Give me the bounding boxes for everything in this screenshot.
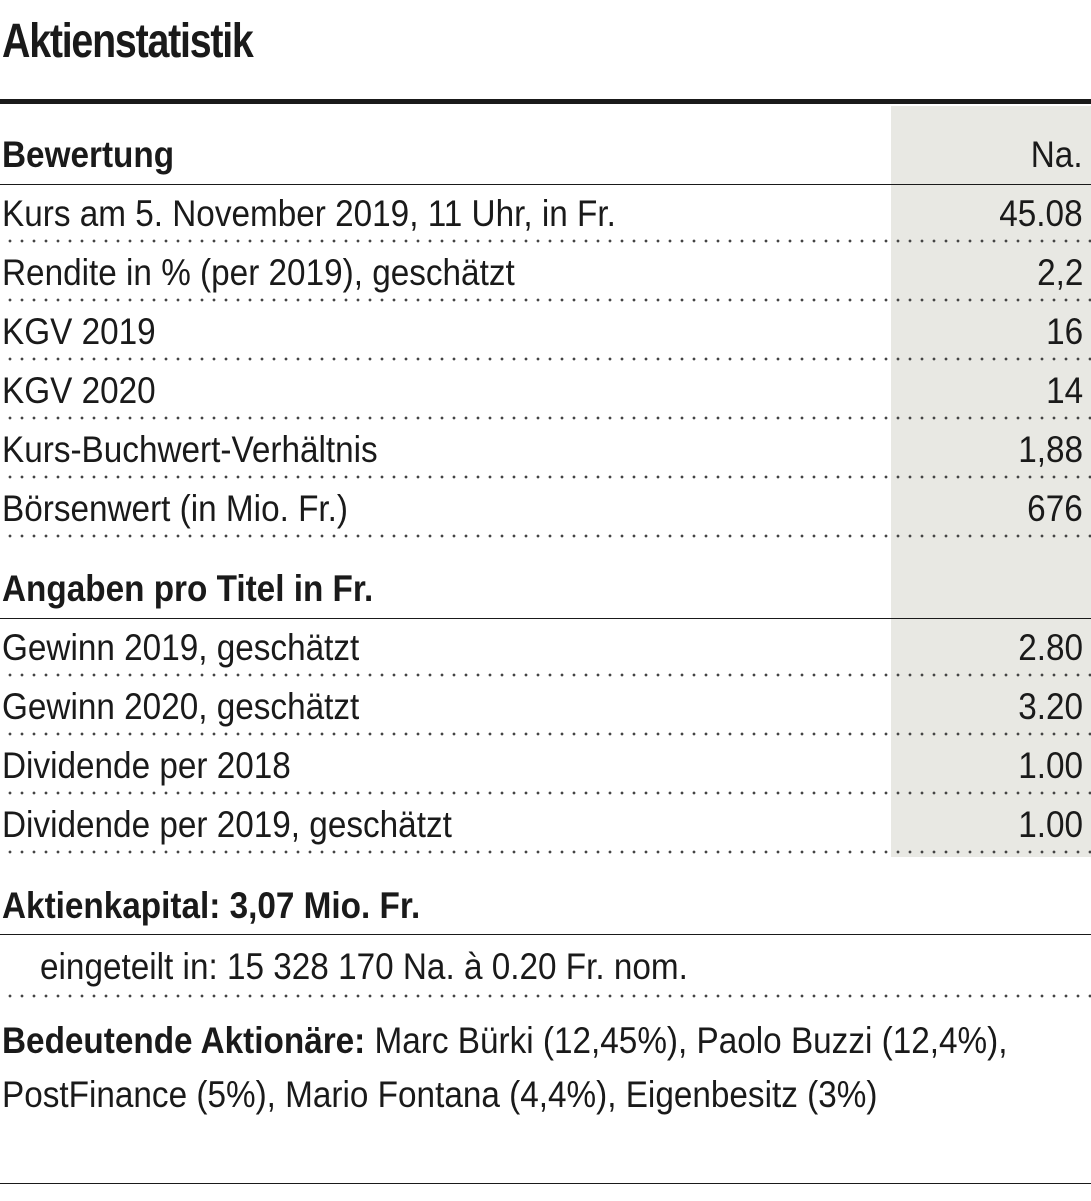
table-row: Rendite in % (per 2019), geschätzt 2,2 [0,244,1091,303]
row-label: Gewinn 2019, geschätzt [2,627,360,668]
per-share-header-row: Angaben pro Titel in Fr. [0,560,1091,619]
row-label: Börsenwert (in Mio. Fr.) [2,488,349,529]
valuation-header-row: Bewertung Na. [0,126,1091,185]
row-label: Dividende per 2019, geschätzt [2,804,452,845]
row-value: 45.08 [999,193,1083,234]
table-row: Dividende per 2018 1.00 [0,737,1091,796]
shareholders-label: Bedeutende Aktionäre: [2,1020,366,1061]
shareholders-text: Marc Bürki (12,45%), Paolo Buzzi (12,4%)… [2,1020,1008,1115]
row-label: Kurs am 5. November 2019, 11 Uhr, in Fr. [2,193,616,234]
page-title: Aktienstatistik [2,15,254,68]
row-label: Rendite in % (per 2019), geschätzt [2,252,515,293]
valuation-section-header: Bewertung [2,134,175,175]
table-row: Gewinn 2020, geschätzt 3.20 [0,678,1091,737]
table-row: Börsenwert (in Mio. Fr.) 676 [0,480,1091,539]
row-value: 2,2 [1036,252,1083,293]
row-label: KGV 2019 [2,311,156,352]
shareholders-paragraph: Bedeutende Aktionäre: Marc Bürki (12,45%… [2,1014,1055,1122]
share-capital-detail-row: eingeteilt in: 15 328 170 Na. à 0.20 Fr.… [0,940,1091,999]
row-label: Dividende per 2018 [2,745,291,786]
share-capital-detail: eingeteilt in: 15 328 170 Na. à 0.20 Fr.… [40,946,688,987]
table-row: Kurs am 5. November 2019, 11 Uhr, in Fr.… [0,185,1091,244]
table-row: Gewinn 2019, geschätzt 2.80 [0,619,1091,678]
per-share-section-header: Angaben pro Titel in Fr. [2,568,374,609]
row-label: Gewinn 2020, geschätzt [2,686,360,727]
value-column-header: Na. [1031,134,1083,175]
row-value: 14 [1045,370,1083,411]
table-row: Dividende per 2019, geschätzt 1.00 [0,796,1091,855]
row-value: 1.00 [1018,745,1083,786]
share-capital-rule [0,934,1091,935]
bottom-rule [0,1183,1091,1184]
row-label: Kurs-Buchwert-Verhältnis [2,429,378,470]
row-value: 676 [1027,488,1083,529]
title-rule [0,99,1091,104]
table-row: KGV 2019 16 [0,303,1091,362]
row-label: KGV 2020 [2,370,156,411]
row-value: 1.00 [1018,804,1083,845]
row-value: 16 [1045,311,1083,352]
row-value: 1,88 [1018,429,1083,470]
row-value: 3.20 [1018,686,1083,727]
table-row: KGV 2020 14 [0,362,1091,421]
table-row: Kurs-Buchwert-Verhältnis 1,88 [0,421,1091,480]
row-value: 2.80 [1018,627,1083,668]
share-capital-title: Aktienkapital: 3,07 Mio. Fr. [2,885,421,926]
